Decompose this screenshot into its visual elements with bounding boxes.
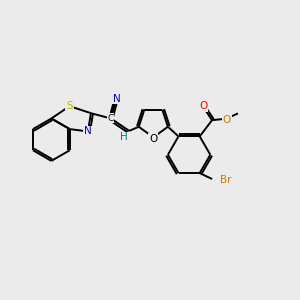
Text: S: S [66, 101, 73, 111]
Text: N: N [113, 94, 121, 103]
Text: Br: Br [220, 175, 232, 184]
Text: O: O [199, 101, 207, 111]
Text: O: O [149, 134, 158, 143]
Text: O: O [223, 115, 231, 125]
Text: N: N [84, 126, 92, 136]
Text: H: H [120, 132, 128, 142]
Text: C: C [107, 114, 113, 123]
